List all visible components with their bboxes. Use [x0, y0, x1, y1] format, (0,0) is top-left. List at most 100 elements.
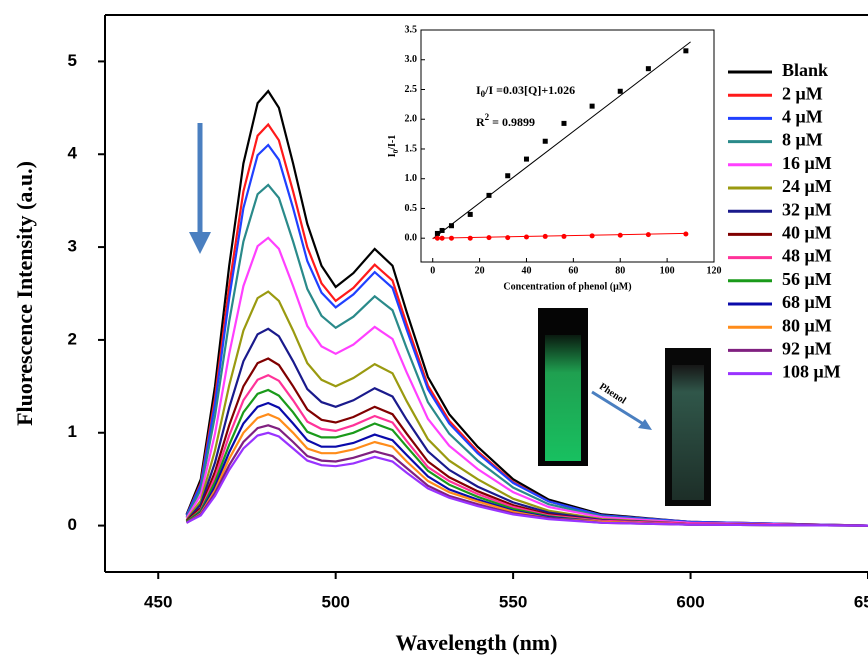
y-tick-label: 2: [68, 329, 77, 348]
x-tick-label: 0: [430, 265, 435, 276]
legend-label: Blank: [782, 60, 828, 80]
data-point: [542, 233, 548, 239]
data-point: [542, 138, 548, 144]
data-point: [439, 235, 445, 241]
data-point: [645, 66, 651, 72]
data-point: [448, 235, 454, 241]
equation: I0/I =0.03[Q]+1.026: [476, 83, 575, 99]
spectrum-line: [185, 413, 868, 527]
legend-label: 92 μM: [782, 339, 832, 359]
x-tick-label: 100: [660, 265, 675, 276]
data-point: [589, 233, 595, 239]
y-axis-label: I0/I-1: [387, 135, 399, 157]
legend-label: 40 μM: [782, 223, 832, 243]
legend-label: 24 μM: [782, 176, 832, 196]
r2-part: = 0.9899: [489, 115, 535, 129]
inset-plot: 0 20 40 60 80 100 1200.00.51.01.52.02.53.03.5C…: [387, 24, 721, 292]
spectrum-line: [185, 373, 868, 527]
data-point: [561, 120, 567, 126]
phenol-arrowhead: [638, 419, 652, 430]
x-tick-label: 60: [568, 265, 578, 276]
x-tick-label: 20: [475, 265, 485, 276]
data-point: [683, 48, 689, 54]
inset-frame: [420, 29, 715, 263]
spectrum-line: [185, 183, 868, 527]
annotation: Phenol: [597, 381, 628, 406]
x-tick-label: 650: [854, 592, 868, 611]
data-point: [486, 192, 492, 198]
eq-part: I: [476, 83, 481, 97]
cuvette-photos: [538, 308, 711, 506]
r-squared: R2 = 0.9899: [476, 112, 535, 129]
data-point: [467, 235, 473, 241]
x-tick-label: 80: [615, 265, 625, 276]
data-point: [486, 235, 492, 241]
y-tick-label: 0.0: [405, 233, 418, 244]
x-tick-label: 450: [144, 592, 172, 611]
data-point: [439, 227, 445, 233]
cuvette-dim: [672, 365, 704, 500]
spectrum-line: [185, 290, 868, 527]
spectrum-line: [185, 122, 868, 527]
data-point: [448, 223, 454, 229]
x-axis-label: Wavelength (nm): [396, 630, 558, 655]
fit-line: [432, 232, 686, 239]
spectrum-line: [185, 388, 868, 527]
y-tick-label: 1.5: [405, 143, 418, 154]
x-tick-label: 40: [521, 265, 531, 276]
spectrum-line: [185, 143, 868, 527]
y-tick-label: 3.5: [405, 24, 418, 35]
label-sub: 0: [392, 149, 400, 153]
legend-label: 108 μM: [782, 362, 841, 382]
data-point: [617, 88, 623, 94]
x-tick-label: 500: [321, 592, 349, 611]
eq-part: /I =0.03[Q]+1.026: [484, 83, 575, 97]
y-tick-label: 2.5: [405, 84, 418, 95]
legend-label: 32 μM: [782, 199, 832, 219]
data-point: [561, 233, 567, 239]
legend-label: 80 μM: [782, 315, 832, 335]
legend-label: 2 μM: [782, 83, 823, 103]
y-tick-label: 0: [68, 515, 77, 534]
y-axis-label: Fluorescence Intensity (a.u.): [12, 161, 37, 426]
y-tick-label: 0.5: [405, 203, 418, 214]
data-point: [467, 211, 473, 217]
y-tick-label: 1.0: [405, 173, 418, 184]
label-part: /I-1: [387, 135, 398, 151]
legend-label: 4 μM: [782, 107, 823, 127]
cuvette-green: [545, 335, 581, 461]
data-point: [683, 231, 689, 237]
x-axis-label: Concentration of phenol (μM): [503, 281, 631, 292]
spectrum-line: [185, 89, 868, 527]
spectrum-line: [185, 236, 868, 527]
x-tick-label: 550: [499, 592, 527, 611]
arrow-head: [189, 232, 211, 254]
y-tick-label: 2.0: [405, 114, 418, 125]
y-tick-label: 5: [68, 51, 77, 70]
r2-part: R: [476, 115, 485, 129]
eq-sub: 0: [481, 89, 486, 99]
r2-sup: 2: [485, 112, 490, 122]
data-point: [505, 173, 511, 179]
legend-label: 68 μM: [782, 292, 832, 312]
y-tick-label: 1: [68, 422, 77, 441]
x-tick-label: 600: [676, 592, 704, 611]
data-point: [523, 156, 529, 162]
spectrum-line: [185, 357, 868, 527]
data-point: [505, 235, 511, 241]
legend-label: 48 μM: [782, 246, 832, 266]
spectrum-line: [186, 431, 868, 527]
fit-line: [432, 41, 691, 240]
label-part: I: [387, 153, 398, 157]
data-point: [617, 232, 623, 238]
legend-label: 8 μM: [782, 130, 823, 150]
y-tick-label: 3.0: [405, 54, 418, 65]
data-point: [645, 232, 651, 238]
x-tick-label: 120: [707, 265, 722, 276]
y-tick-label: 4: [68, 144, 78, 163]
data-point: [434, 235, 440, 241]
data-point: [523, 234, 529, 240]
data-point: [589, 103, 595, 109]
data-point: [434, 230, 440, 236]
